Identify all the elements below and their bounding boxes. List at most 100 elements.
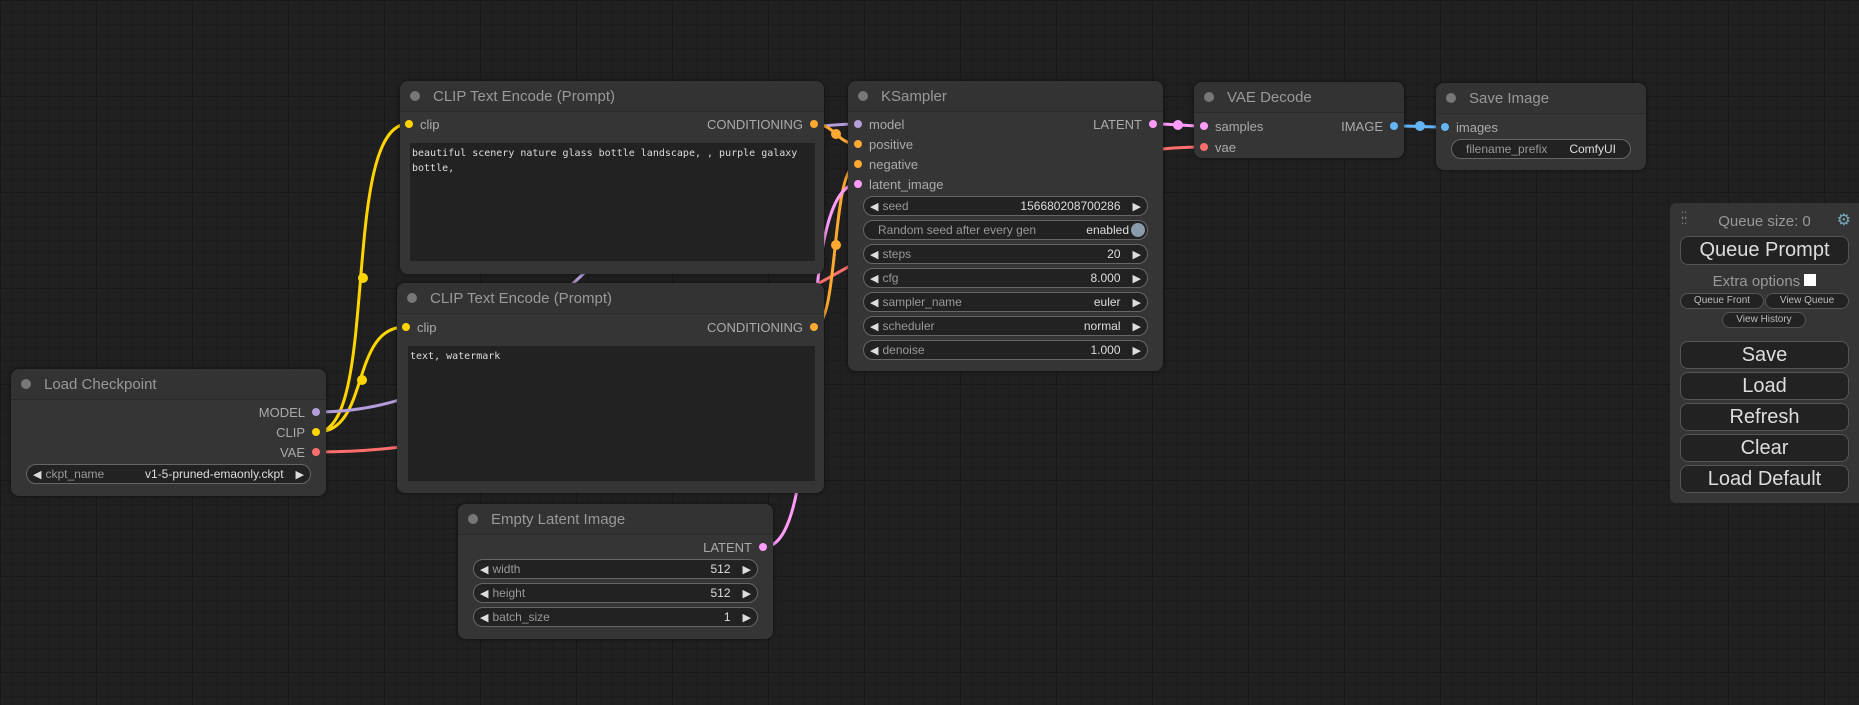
load-button[interactable]: Load — [1680, 372, 1849, 400]
node-load-checkpoint[interactable]: Load Checkpoint MODEL CLIP VAE ◀ ckpt_nam… — [11, 369, 326, 496]
output-vae[interactable]: VAE — [280, 444, 320, 460]
node-title-bar[interactable]: Empty Latent Image — [458, 504, 773, 535]
input-negative[interactable]: negative — [854, 156, 918, 172]
view-queue-button[interactable]: View Queue — [1765, 293, 1849, 309]
arrow-right-icon[interactable]: ▶ — [1132, 200, 1141, 213]
cfg-number-widget[interactable]: ◀ cfg 8.000 ▶ — [863, 268, 1148, 288]
port-dot-icon[interactable] — [1200, 143, 1208, 151]
input-vae[interactable]: vae — [1200, 139, 1236, 155]
queue-prompt-button[interactable]: Queue Prompt — [1680, 236, 1849, 265]
node-save-image[interactable]: Save Image images filename_prefix ComfyUI — [1436, 83, 1646, 170]
arrow-left-icon[interactable]: ◀ — [480, 563, 489, 576]
arrow-left-icon[interactable]: ◀ — [33, 468, 42, 481]
collapse-dot-icon[interactable] — [1446, 93, 1456, 103]
arrow-left-icon[interactable]: ◀ — [870, 248, 879, 261]
extra-options-checkbox[interactable] — [1804, 274, 1817, 286]
arrow-left-icon[interactable]: ◀ — [870, 272, 879, 285]
input-clip[interactable]: clip — [402, 319, 437, 335]
save-button[interactable]: Save — [1680, 341, 1849, 369]
arrow-right-icon[interactable]: ▶ — [1132, 272, 1141, 285]
settings-gear-icon[interactable]: ⚙ — [1836, 212, 1851, 229]
arrow-right-icon[interactable]: ▶ — [742, 611, 751, 624]
node-vae-decode[interactable]: VAE Decode samples vae IMAGE — [1194, 82, 1404, 158]
random-seed-toggle[interactable]: Random seed after every gen enabled — [863, 220, 1148, 240]
prompt-textarea[interactable]: beautiful scenery nature glass bottle la… — [410, 143, 815, 261]
port-dot-icon[interactable] — [1149, 120, 1157, 128]
input-model[interactable]: model — [854, 116, 904, 132]
height-number-widget[interactable]: ◀ height 512 ▶ — [473, 583, 758, 603]
node-clip-text-encode-positive[interactable]: CLIP Text Encode (Prompt) clip CONDITION… — [400, 81, 824, 274]
refresh-button[interactable]: Refresh — [1680, 403, 1849, 431]
batch-size-number-widget[interactable]: ◀ batch_size 1 ▶ — [473, 607, 758, 627]
arrow-right-icon[interactable]: ▶ — [1132, 320, 1141, 333]
link-midpoint[interactable] — [358, 273, 368, 283]
arrow-left-icon[interactable]: ◀ — [870, 344, 879, 357]
output-model[interactable]: MODEL — [259, 404, 320, 420]
collapse-dot-icon[interactable] — [1204, 92, 1214, 102]
seed-number-widget[interactable]: ◀ seed 156680208700286 ▶ — [863, 196, 1148, 216]
port-dot-icon[interactable] — [1441, 123, 1449, 131]
node-clip-text-encode-negative[interactable]: CLIP Text Encode (Prompt) clip CONDITION… — [397, 283, 824, 493]
output-conditioning[interactable]: CONDITIONING — [707, 319, 818, 335]
arrow-left-icon[interactable]: ◀ — [870, 200, 879, 213]
arrow-left-icon[interactable]: ◀ — [480, 611, 489, 624]
scheduler-combo[interactable]: ◀ scheduler normal ▶ — [863, 316, 1148, 336]
output-latent[interactable]: LATENT — [1093, 116, 1157, 132]
queue-front-button[interactable]: Queue Front — [1680, 293, 1764, 309]
filename-prefix-input[interactable]: filename_prefix ComfyUI — [1451, 139, 1631, 159]
collapse-dot-icon[interactable] — [468, 514, 478, 524]
drag-handle-icon[interactable]: ⁚⁚ ⁚⁚ — [1681, 211, 1688, 227]
arrow-right-icon[interactable]: ▶ — [1132, 248, 1141, 261]
arrow-left-icon[interactable]: ◀ — [870, 296, 879, 309]
port-dot-icon[interactable] — [854, 120, 862, 128]
collapse-dot-icon[interactable] — [858, 91, 868, 101]
link-midpoint[interactable] — [357, 375, 367, 385]
port-dot-icon[interactable] — [312, 448, 320, 456]
node-title-bar[interactable]: VAE Decode — [1194, 82, 1404, 113]
port-dot-icon[interactable] — [1200, 122, 1208, 130]
sampler-name-combo[interactable]: ◀ sampler_name euler ▶ — [863, 292, 1148, 312]
arrow-right-icon[interactable]: ▶ — [295, 468, 304, 481]
arrow-left-icon[interactable]: ◀ — [870, 320, 879, 333]
arrow-right-icon[interactable]: ▶ — [1132, 296, 1141, 309]
denoise-number-widget[interactable]: ◀ denoise 1.000 ▶ — [863, 340, 1148, 360]
arrow-right-icon[interactable]: ▶ — [1132, 344, 1141, 357]
port-dot-icon[interactable] — [402, 323, 410, 331]
port-dot-icon[interactable] — [312, 408, 320, 416]
input-positive[interactable]: positive — [854, 136, 913, 152]
input-latent-image[interactable]: latent_image — [854, 176, 943, 192]
output-latent[interactable]: LATENT — [703, 539, 767, 555]
node-title-bar[interactable]: Save Image — [1436, 83, 1646, 114]
node-title-bar[interactable]: CLIP Text Encode (Prompt) — [400, 81, 824, 112]
view-history-button[interactable]: View History — [1722, 312, 1806, 328]
input-images[interactable]: images — [1441, 119, 1498, 135]
ckpt-name-combo[interactable]: ◀ ckpt_name v1-5-pruned-emaonly.ckpt ▶ — [26, 464, 311, 484]
link-midpoint[interactable] — [1415, 121, 1425, 131]
port-dot-icon[interactable] — [312, 428, 320, 436]
port-dot-icon[interactable] — [405, 120, 413, 128]
port-dot-icon[interactable] — [759, 543, 767, 551]
input-clip[interactable]: clip — [405, 116, 440, 132]
output-clip[interactable]: CLIP — [276, 424, 320, 440]
clear-button[interactable]: Clear — [1680, 434, 1849, 462]
arrow-left-icon[interactable]: ◀ — [480, 587, 489, 600]
arrow-right-icon[interactable]: ▶ — [742, 587, 751, 600]
port-dot-icon[interactable] — [810, 323, 818, 331]
port-dot-icon[interactable] — [854, 140, 862, 148]
collapse-dot-icon[interactable] — [407, 293, 417, 303]
port-dot-icon[interactable] — [1390, 122, 1398, 130]
node-empty-latent-image[interactable]: Empty Latent Image LATENT ◀ width 512 ▶ ◀ he… — [458, 504, 773, 639]
node-title-bar[interactable]: CLIP Text Encode (Prompt) — [397, 283, 824, 314]
port-dot-icon[interactable] — [854, 180, 862, 188]
port-dot-icon[interactable] — [810, 120, 818, 128]
link-midpoint[interactable] — [1173, 120, 1183, 130]
collapse-dot-icon[interactable] — [410, 91, 420, 101]
toggle-knob-icon[interactable] — [1131, 223, 1145, 237]
collapse-dot-icon[interactable] — [21, 379, 31, 389]
width-number-widget[interactable]: ◀ width 512 ▶ — [473, 559, 758, 579]
output-conditioning[interactable]: CONDITIONING — [707, 116, 818, 132]
node-ksampler[interactable]: KSampler model positive negative latent_… — [848, 81, 1163, 371]
link-midpoint[interactable] — [831, 240, 841, 250]
prompt-textarea[interactable]: text, watermark — [408, 346, 815, 481]
steps-number-widget[interactable]: ◀ steps 20 ▶ — [863, 244, 1148, 264]
